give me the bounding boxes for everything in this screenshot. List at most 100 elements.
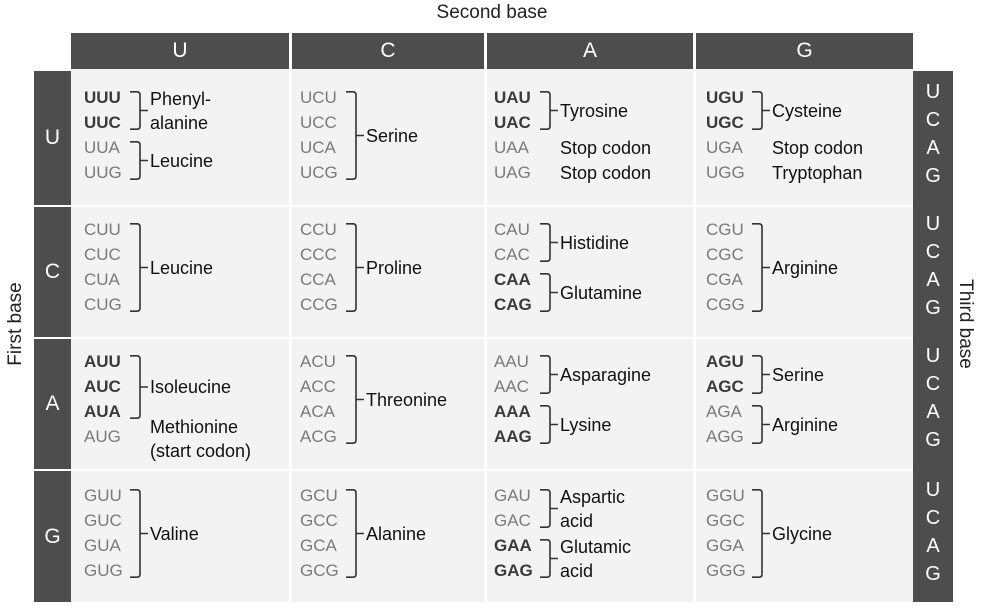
column-header-a: A bbox=[487, 33, 693, 69]
codon-group-bracket bbox=[130, 223, 148, 312]
second-base-title: Second base bbox=[436, 2, 548, 23]
amino-acid-label: Glutamic bbox=[560, 536, 632, 557]
third-base-letter: C bbox=[925, 507, 941, 530]
codon-ugg: UGG bbox=[706, 163, 745, 182]
codon-group-bracket bbox=[346, 91, 364, 180]
amino-acid-label: Stop codon bbox=[772, 138, 864, 158]
codon-gca: GCA bbox=[300, 536, 337, 555]
codon-agc: AGC bbox=[706, 377, 744, 396]
codon-agu: AGU bbox=[706, 352, 744, 371]
codon-group-bracket bbox=[752, 91, 770, 130]
third-base-letter: G bbox=[925, 428, 941, 451]
codon-gac: GAC bbox=[494, 511, 531, 530]
amino-acid-label: Stop codon bbox=[560, 138, 652, 158]
codon-uuu: UUU bbox=[84, 88, 121, 107]
codon-group-bracket bbox=[130, 489, 148, 578]
codon-caa: CAA bbox=[494, 270, 531, 289]
third-base-letter: U bbox=[925, 213, 941, 236]
codon-auu: AUU bbox=[84, 352, 121, 371]
third-base-letter: U bbox=[925, 81, 941, 104]
codon-uca: UCA bbox=[300, 138, 336, 157]
third-base-letter: A bbox=[926, 534, 940, 557]
codon-uuc: UUC bbox=[84, 113, 121, 132]
amino-acid-label: Methionine bbox=[150, 417, 239, 437]
codon-gug: GUG bbox=[84, 561, 123, 580]
third-base-letter: A bbox=[926, 136, 940, 159]
third-base-letter: U bbox=[925, 479, 941, 502]
amino-acid-label: acid bbox=[560, 560, 594, 581]
amino-acid-label: alanine bbox=[150, 112, 209, 133]
codon-aga: AGA bbox=[706, 402, 742, 421]
third-base-letter: A bbox=[926, 268, 940, 291]
codon-guc: GUC bbox=[84, 511, 122, 530]
third-base-letter: C bbox=[925, 109, 941, 132]
codon-guu: GUU bbox=[84, 486, 122, 505]
codon-ggu: GGU bbox=[706, 486, 745, 505]
third-base-letter: G bbox=[925, 296, 941, 319]
codon-ugu: UGU bbox=[706, 88, 744, 107]
amino-acid-label: (start codon) bbox=[150, 441, 252, 461]
codon-ggg: GGG bbox=[706, 561, 746, 580]
codon-cgc: CGC bbox=[706, 245, 744, 264]
third-base-letter: A bbox=[926, 400, 940, 423]
codon-group-bracket bbox=[540, 91, 558, 130]
codon-group-bracket bbox=[752, 405, 770, 444]
codon-group-bracket bbox=[752, 223, 770, 312]
codon-cau: CAU bbox=[494, 220, 530, 239]
codon-gcu: GCU bbox=[300, 486, 338, 505]
codon-uua: UUA bbox=[84, 138, 120, 157]
codon-ggc: GGC bbox=[706, 511, 745, 530]
third-base-letter: G bbox=[925, 164, 941, 187]
codon-cga: CGA bbox=[706, 270, 743, 289]
first-base-title: First base bbox=[4, 282, 28, 365]
amino-acid-label: Tyrosine bbox=[560, 100, 629, 121]
codon-acc: ACC bbox=[300, 377, 336, 396]
amino-acid-label: Proline bbox=[366, 257, 423, 278]
codon-agg: AGG bbox=[706, 427, 744, 446]
codon-cgg: CGG bbox=[706, 295, 745, 314]
codon-cug: CUG bbox=[84, 295, 122, 314]
third-base-letter: G bbox=[925, 562, 941, 585]
column-header-g: G bbox=[696, 33, 913, 69]
codon-cuu: CUU bbox=[84, 220, 121, 239]
amino-acid-label: Asparagine bbox=[560, 364, 652, 385]
codon-gag: GAG bbox=[494, 561, 533, 580]
codon-gau: GAU bbox=[494, 486, 531, 505]
codon-group-bracket bbox=[130, 141, 148, 180]
codon-group-bracket bbox=[346, 489, 364, 578]
codon-group-bracket bbox=[540, 273, 558, 312]
row-header-c: C bbox=[34, 207, 71, 337]
amino-acid-label: Leucine bbox=[150, 150, 214, 171]
codon-group-bracket bbox=[540, 539, 558, 578]
row-header-g: G bbox=[34, 471, 71, 602]
codon-group-bracket bbox=[540, 223, 558, 262]
row-header-a: A bbox=[34, 339, 71, 469]
amino-acid-label: Glycine bbox=[772, 523, 833, 544]
codon-group-bracket bbox=[752, 489, 770, 578]
amino-acid-label: Cysteine bbox=[772, 100, 843, 121]
column-header-c: C bbox=[292, 33, 484, 69]
codon-aug: AUG bbox=[84, 427, 121, 446]
codon-cuc: CUC bbox=[84, 245, 121, 264]
codon-ugc: UGC bbox=[706, 113, 744, 132]
codon-group-bracket bbox=[130, 355, 148, 419]
codon-acg: ACG bbox=[300, 427, 337, 446]
amino-acid-label: Aspartic bbox=[560, 486, 626, 507]
amino-acid-label: Threonine bbox=[366, 389, 448, 410]
codon-ccc: CCC bbox=[300, 245, 337, 264]
codon-acu: ACU bbox=[300, 352, 336, 371]
codon-uag: UAG bbox=[494, 163, 531, 182]
codon-group-bracket bbox=[346, 223, 364, 312]
amino-acid-label: Arginine bbox=[772, 414, 839, 435]
amino-acid-label: Valine bbox=[150, 523, 199, 544]
codon-ucc: UCC bbox=[300, 113, 337, 132]
amino-acid-label: Leucine bbox=[150, 257, 214, 278]
row-header-u: U bbox=[34, 71, 71, 205]
amino-acid-label: Tryptophan bbox=[772, 163, 863, 183]
codon-gcc: GCC bbox=[300, 511, 338, 530]
row-divider bbox=[71, 337, 913, 339]
codon-grid-background bbox=[71, 69, 913, 602]
codon-group-bracket bbox=[346, 355, 364, 444]
